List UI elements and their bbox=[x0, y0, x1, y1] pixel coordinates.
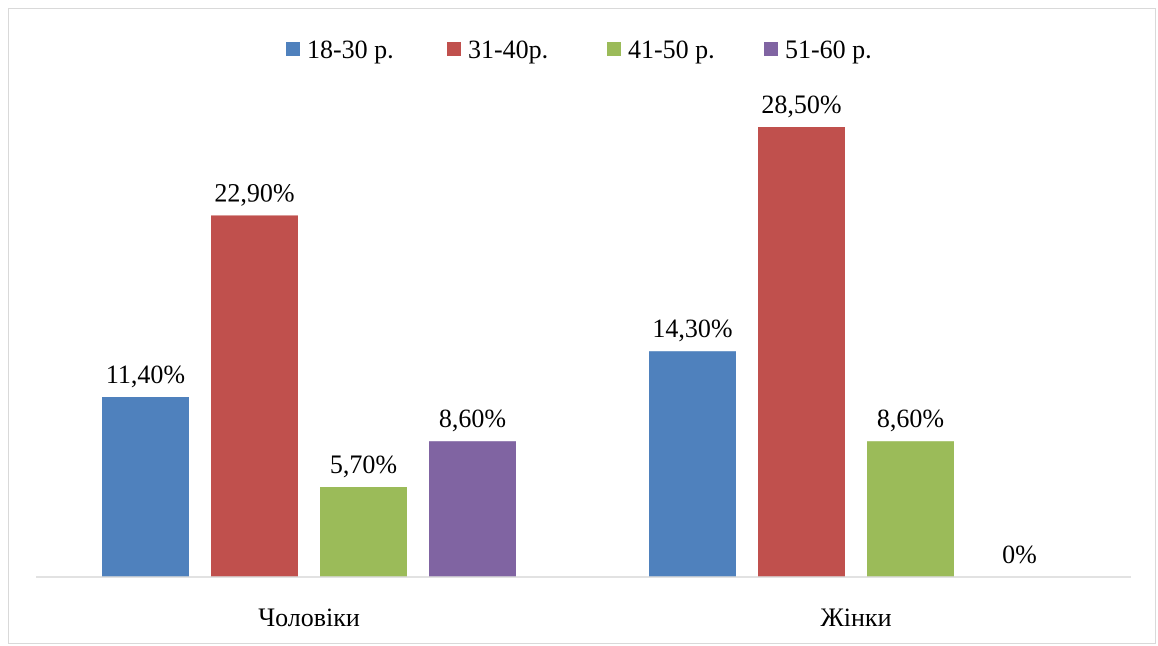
category-labels-group: Чоловіки Жінки bbox=[258, 603, 891, 632]
legend-label: 31-40р. bbox=[468, 35, 548, 64]
data-label: 22,90% bbox=[214, 178, 294, 207]
bar-men-series-4 bbox=[429, 441, 516, 577]
bar-women-series-2 bbox=[758, 127, 845, 577]
bar-men-series-2 bbox=[211, 215, 298, 577]
data-labels-group: 11,40% 22,90% 5,70% 8,60% 14,30% 28,50% 8,60% 0… bbox=[106, 90, 1037, 569]
chart-frame bbox=[8, 8, 1156, 644]
data-label: 0% bbox=[1002, 540, 1037, 569]
category-label: Жінки bbox=[821, 603, 892, 632]
data-label: 11,40% bbox=[106, 360, 185, 389]
legend-label: 41-50 р. bbox=[628, 35, 715, 64]
bar-women-series-3 bbox=[867, 441, 954, 577]
legend-swatch bbox=[447, 42, 461, 56]
data-label: 28,50% bbox=[761, 90, 841, 119]
legend: 18-30 р. 31-40р. 41-50 р. 51-60 р. bbox=[286, 35, 872, 64]
data-label: 14,30% bbox=[652, 314, 732, 343]
bar-men-series-3 bbox=[320, 487, 407, 577]
data-label: 5,70% bbox=[330, 450, 397, 479]
bar-men-series-1 bbox=[102, 397, 189, 577]
legend-swatch bbox=[286, 42, 300, 56]
legend-label: 18-30 р. bbox=[307, 35, 394, 64]
category-label: Чоловіки bbox=[258, 603, 360, 632]
legend-swatch bbox=[607, 42, 621, 56]
bar-women-series-1 bbox=[649, 351, 736, 577]
data-label: 8,60% bbox=[877, 404, 944, 433]
data-label: 8,60% bbox=[439, 404, 506, 433]
legend-label: 51-60 р. bbox=[785, 35, 872, 64]
bars-group bbox=[102, 127, 954, 577]
legend-swatch bbox=[764, 42, 778, 56]
